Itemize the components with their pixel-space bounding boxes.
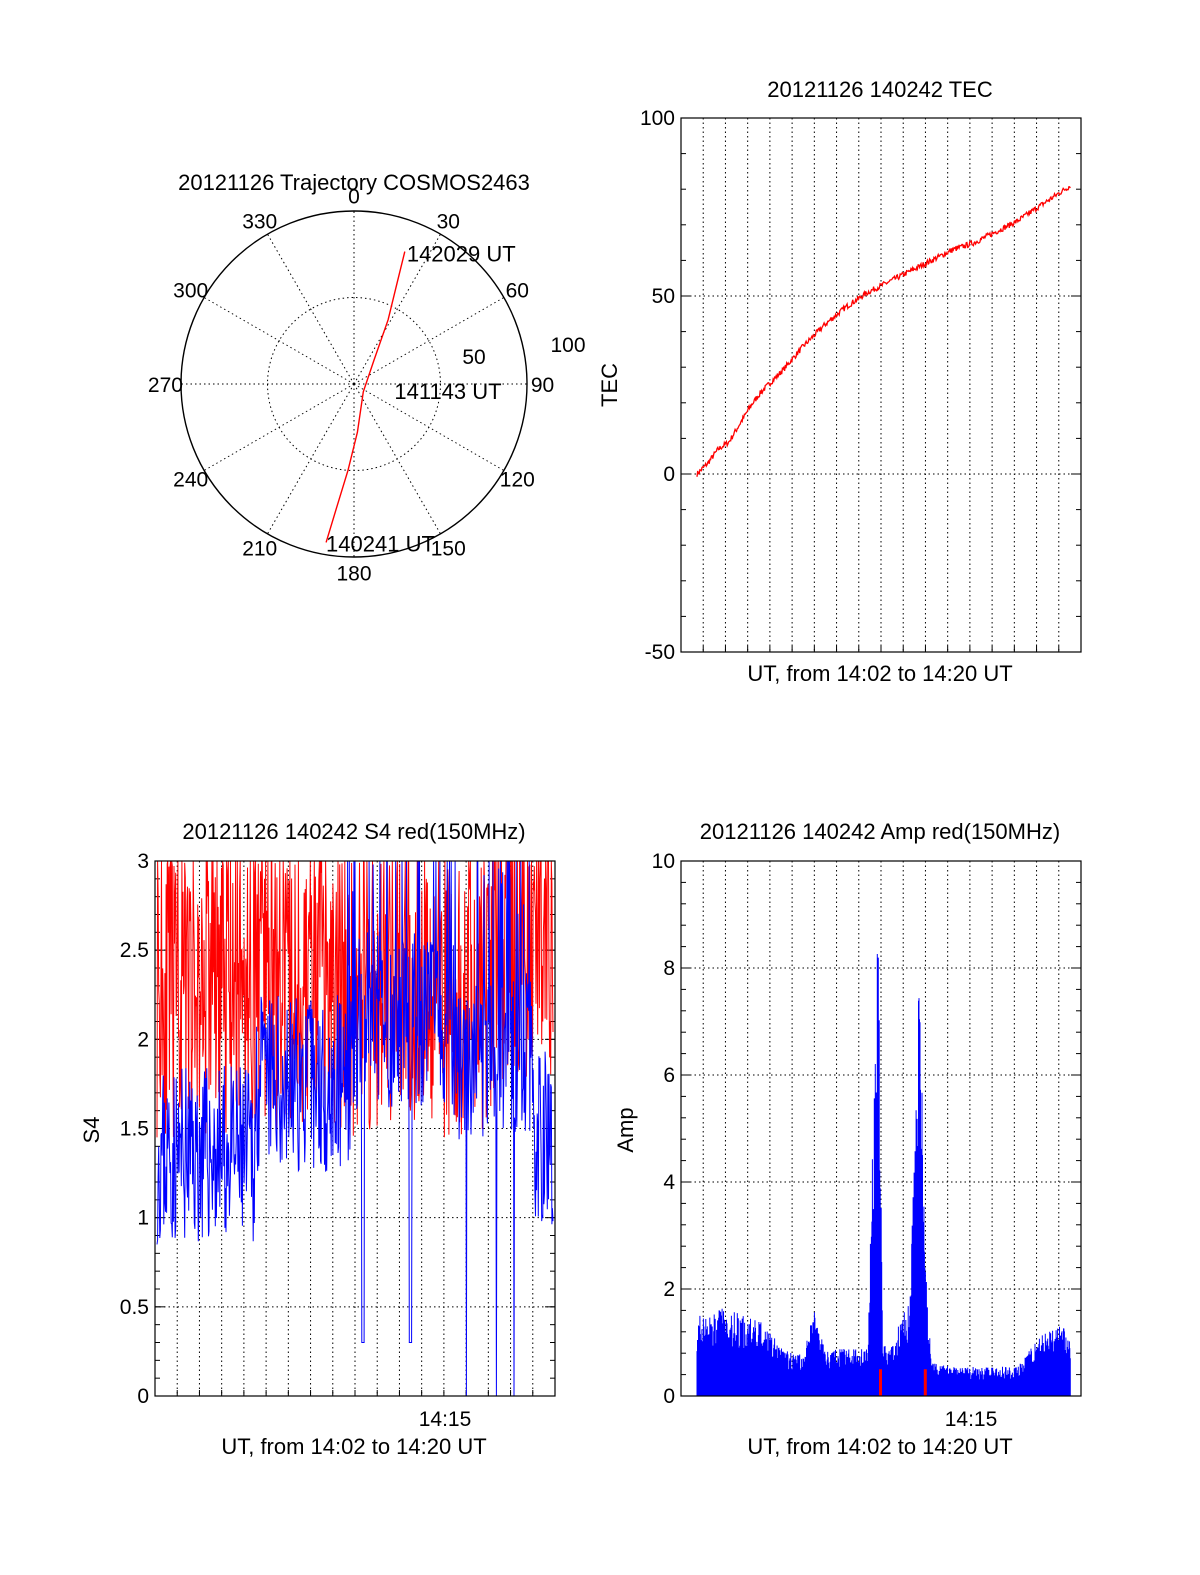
amp-x-tick-1415: 14:15 bbox=[945, 1408, 998, 1431]
tec-grid bbox=[681, 117, 1081, 653]
tec-frame bbox=[680, 117, 1082, 653]
s4-x-label: UT, from 14:02 to 14:20 UT bbox=[221, 1434, 486, 1459]
s4-y-label: S4 bbox=[79, 1117, 104, 1144]
amp-blue-series bbox=[696, 954, 1071, 1396]
polar-spoke-30 bbox=[353, 233, 441, 385]
polar-az-label-270: 270 bbox=[148, 374, 183, 397]
s4-ylabel-1: 1 bbox=[137, 1207, 149, 1230]
polar-azimuth-labels: 0 30 60 90 120 150 180 210 240 270 300 330 bbox=[148, 185, 554, 585]
tec-title: 20121126 140242 TEC bbox=[767, 77, 993, 102]
tec-series-line bbox=[696, 185, 1071, 477]
polar-spoke-240 bbox=[203, 383, 355, 471]
trajectory-annotation-0: 142029 UT bbox=[407, 242, 516, 267]
amp-ylabel-2: 2 bbox=[663, 1278, 675, 1301]
s4-frame bbox=[154, 860, 556, 1397]
tec-ylabel--50: -50 bbox=[645, 641, 675, 664]
polar-spoke-120 bbox=[353, 383, 505, 471]
polar-radial-label-50: 50 bbox=[462, 346, 485, 369]
polar-az-label-330: 330 bbox=[242, 211, 277, 234]
trajectory-annotations: 142029 UT 141143 UT 140241 UT bbox=[326, 242, 516, 557]
trajectory-annotation-1: 141143 UT bbox=[394, 379, 501, 404]
polar-spoke-60 bbox=[353, 297, 505, 385]
amp-frame bbox=[680, 860, 1082, 1397]
amp-red-series bbox=[879, 1369, 927, 1396]
polar-az-label-120: 120 bbox=[500, 468, 535, 491]
polar-az-label-240: 240 bbox=[173, 468, 208, 491]
polar-radial-labels: 50 100 bbox=[462, 334, 585, 369]
amp-plot: 20121126 140242 Amp red(150MHz) 0246810 … bbox=[613, 819, 1082, 1459]
trajectory-annotation-2: 140241 UT bbox=[326, 531, 435, 556]
polar-az-label-60: 60 bbox=[506, 280, 529, 303]
amp-y-label: Amp bbox=[613, 1107, 638, 1152]
polar-az-label-90: 90 bbox=[531, 374, 554, 397]
trajectory-line bbox=[325, 251, 406, 543]
s4-ylabel-2.5: 2.5 bbox=[120, 939, 149, 962]
tec-ylabel-100: 100 bbox=[640, 107, 675, 130]
trajectory-title: 20121126 Trajectory COSMOS2463 bbox=[178, 170, 530, 195]
amp-ylabel-6: 6 bbox=[663, 1064, 675, 1087]
polar-az-label-150: 150 bbox=[431, 537, 466, 560]
trajectory-polar-plot: 20121126 Trajectory COSMOS2463 0 30 60 90 12… bbox=[148, 170, 586, 586]
tec-ylabel-0: 0 bbox=[663, 463, 675, 486]
polar-radial-label-100: 100 bbox=[550, 334, 585, 357]
polar-spoke-210 bbox=[267, 383, 355, 535]
tec-y-tick-labels: -50 0 50 100 bbox=[640, 107, 675, 664]
amp-title: 20121126 140242 Amp red(150MHz) bbox=[700, 819, 1060, 844]
s4-plot: 20121126 140242 S4 red(150MHz) 0 0.5 1 1.5 2… bbox=[79, 819, 556, 1459]
s4-ylabel-3: 3 bbox=[137, 850, 149, 873]
amp-ylabel-8: 8 bbox=[663, 957, 675, 980]
s4-ylabel-0: 0 bbox=[137, 1385, 149, 1408]
polar-spoke-300 bbox=[203, 297, 355, 385]
amp-ylabel-10: 10 bbox=[652, 850, 675, 873]
s4-ylabel-1.5: 1.5 bbox=[120, 1118, 149, 1141]
tec-y-label: TEC bbox=[597, 363, 622, 407]
polar-az-label-0: 0 bbox=[348, 185, 360, 208]
s4-title: 20121126 140242 S4 red(150MHz) bbox=[182, 819, 525, 844]
polar-az-label-300: 300 bbox=[173, 280, 208, 303]
polar-grid bbox=[180, 210, 528, 558]
s4-x-tick-1415: 14:15 bbox=[419, 1408, 472, 1431]
tec-ylabel-50: 50 bbox=[652, 285, 675, 308]
polar-outer-circle bbox=[180, 210, 528, 558]
s4-ylabel-0.5: 0.5 bbox=[120, 1296, 149, 1319]
polar-az-label-210: 210 bbox=[242, 537, 277, 560]
polar-az-label-180: 180 bbox=[336, 563, 371, 586]
amp-x-label: UT, from 14:02 to 14:20 UT bbox=[747, 1434, 1012, 1459]
polar-spoke-150 bbox=[353, 383, 441, 535]
polar-az-label-30: 30 bbox=[437, 211, 460, 234]
polar-spoke-330 bbox=[267, 233, 355, 385]
s4-ylabel-2: 2 bbox=[137, 1028, 149, 1051]
amp-y-tick-labels: 0 2 4 6 8 10 bbox=[652, 850, 676, 1408]
amp-ylabel-0: 0 bbox=[663, 1385, 675, 1408]
tec-x-label: UT, from 14:02 to 14:20 UT bbox=[747, 661, 1012, 686]
s4-y-tick-labels: 0 0.5 1 1.5 2 2.5 3 bbox=[120, 850, 149, 1408]
amp-grid bbox=[681, 860, 1081, 1397]
tec-plot: 20121126 140242 TEC -50 0 50 100 UT, from 1… bbox=[597, 77, 1082, 686]
amp-ylabel-4: 4 bbox=[663, 1171, 675, 1194]
